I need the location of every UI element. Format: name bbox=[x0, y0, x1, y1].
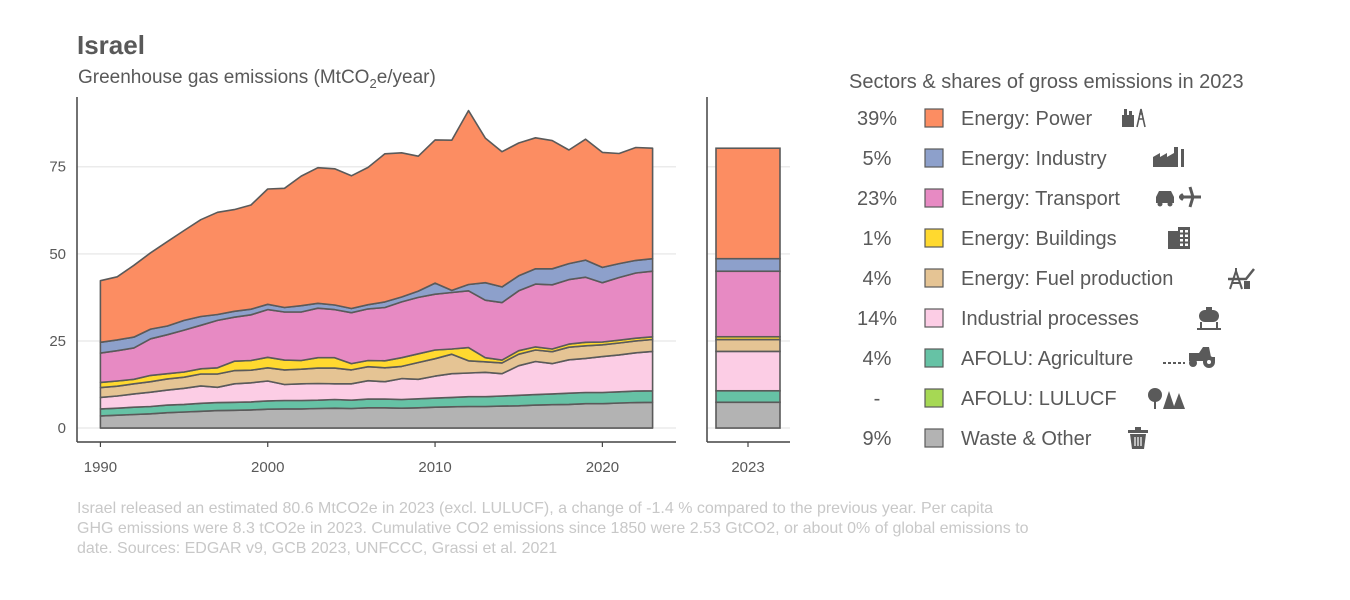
trees-icon bbox=[1148, 388, 1185, 409]
legend-share: 5% bbox=[863, 148, 892, 170]
legend-share: 1% bbox=[863, 228, 892, 250]
legend-label: Energy: Fuel production bbox=[961, 268, 1173, 290]
legend-swatch bbox=[924, 188, 944, 208]
oil-pump-icon bbox=[1228, 267, 1255, 290]
legend-label: AFOLU: LULUCF bbox=[961, 388, 1117, 410]
legend-item-energy-industry: 5% Energy: Industry bbox=[863, 147, 1184, 170]
legend-swatch bbox=[924, 108, 944, 128]
legend-label: AFOLU: Agriculture bbox=[961, 348, 1133, 370]
legend-item-energy-power: 39% Energy: Power bbox=[857, 108, 1146, 130]
bar-segment-energy-transport bbox=[715, 270, 781, 338]
legend-label: Industrial processes bbox=[961, 308, 1139, 330]
legend-swatch bbox=[924, 268, 944, 288]
y-tick-label: 0 bbox=[58, 420, 66, 437]
car-plane-icon bbox=[1156, 186, 1201, 208]
bar-segment-afolu-agriculture bbox=[715, 389, 781, 404]
legend-title: Sectors & shares of gross emissions in 2… bbox=[849, 71, 1244, 93]
y-tick-label: 75 bbox=[49, 159, 66, 176]
legend-label: Energy: Transport bbox=[961, 188, 1120, 210]
legend-item-industrial-processes: 14% Industrial processes bbox=[857, 307, 1221, 330]
factory-icon bbox=[1153, 147, 1184, 167]
bar-segment-energy-fuel-production bbox=[715, 338, 781, 353]
legend-share: 4% bbox=[863, 268, 892, 290]
bar-segment-energy-power bbox=[715, 147, 781, 260]
bar-segment-waste-other bbox=[715, 401, 781, 429]
bar-x-tick-label: 2023 bbox=[731, 459, 764, 476]
x-tick-label: 2020 bbox=[586, 459, 619, 476]
axes: 0 25 50 75 1990 2000 2010 2020 2023 bbox=[49, 97, 790, 476]
bar-segment-industrial-processes bbox=[715, 350, 781, 392]
legend-label: Energy: Power bbox=[961, 108, 1093, 130]
legend-label: Energy: Buildings bbox=[961, 228, 1117, 250]
legend-share: - bbox=[874, 388, 881, 410]
y-tick-label: 25 bbox=[49, 333, 66, 350]
area-energy-power bbox=[99, 109, 654, 344]
legend-item-afolu-agriculture: 4% AFOLU: Agriculture bbox=[863, 347, 1215, 370]
legend-share: 4% bbox=[863, 348, 892, 370]
caption-line-1: Israel released an estimated 80.6 MtCO2e… bbox=[77, 500, 993, 517]
legend-share: 23% bbox=[857, 188, 897, 210]
cement-mixer-icon bbox=[1197, 307, 1221, 330]
power-plant-icon bbox=[1122, 108, 1146, 128]
legend-share: 9% bbox=[863, 428, 892, 450]
chart-subtitle: Greenhouse gas emissions (MtCO2e/year) bbox=[78, 67, 436, 91]
legend-item-energy-transport: 23% Energy: Transport bbox=[857, 186, 1201, 210]
legend-share: 39% bbox=[857, 108, 897, 130]
legend-swatch bbox=[924, 348, 944, 368]
legend-item-afolu-lulucf: - AFOLU: LULUCF bbox=[874, 388, 1185, 410]
legend-share: 14% bbox=[857, 308, 897, 330]
legend-swatch bbox=[924, 308, 944, 328]
stacked-bar-2023 bbox=[715, 147, 781, 429]
y-tick-label: 50 bbox=[49, 246, 66, 263]
legend-swatch bbox=[924, 388, 944, 408]
legend-swatch bbox=[924, 228, 944, 248]
legend-label: Waste & Other bbox=[961, 428, 1092, 450]
caption: Israel released an estimated 80.6 MtCO2e… bbox=[77, 500, 1029, 557]
legend: 39% Energy: Power 5% Energy: Industry 23% Ene… bbox=[857, 108, 1255, 450]
x-tick-label: 1990 bbox=[84, 459, 117, 476]
x-tick-label: 2010 bbox=[418, 459, 451, 476]
bar-segment-energy-industry bbox=[715, 257, 781, 273]
x-tick-label: 2000 bbox=[251, 459, 284, 476]
trash-icon bbox=[1128, 427, 1148, 449]
caption-line-2: GHG emissions were 8.3 tCO2e in 2023. Cu… bbox=[77, 520, 1029, 537]
building-icon bbox=[1168, 227, 1190, 249]
stacked-area-plot bbox=[99, 109, 654, 429]
tractor-icon bbox=[1163, 347, 1215, 368]
legend-item-energy-fuel-production: 4% Energy: Fuel production bbox=[863, 267, 1255, 290]
legend-label: Energy: Industry bbox=[961, 148, 1107, 170]
legend-item-waste-other: 9% Waste & Other bbox=[863, 427, 1148, 450]
legend-swatch bbox=[924, 428, 944, 448]
caption-line-3: date. Sources: EDGAR v9, GCB 2023, UNFCC… bbox=[77, 540, 557, 557]
chart-title: Israel bbox=[77, 30, 145, 60]
legend-swatch bbox=[924, 148, 944, 168]
legend-item-energy-buildings: 1% Energy: Buildings bbox=[863, 227, 1190, 250]
